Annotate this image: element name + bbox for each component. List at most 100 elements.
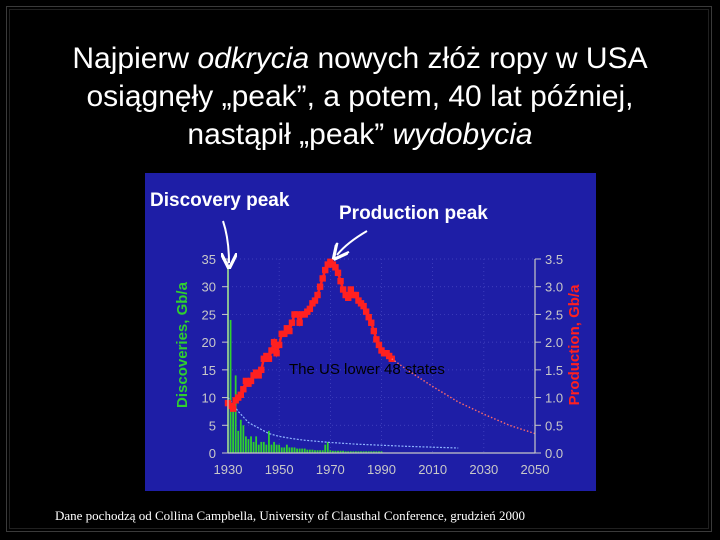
x-tick-label: 2050 bbox=[521, 462, 550, 477]
production-point bbox=[334, 269, 342, 277]
right-tick-label: 0.0 bbox=[545, 446, 563, 461]
left-tick-label: 10 bbox=[202, 391, 216, 406]
production-point bbox=[365, 314, 372, 321]
discovery-bar bbox=[362, 451, 365, 453]
discovery-bar bbox=[232, 408, 235, 453]
production-axis-label: Production, Gb/a bbox=[566, 284, 583, 405]
discoveries-axis-label: Discoveries, Gb/a bbox=[174, 281, 191, 408]
production-point bbox=[314, 291, 321, 299]
discovery-trend-line bbox=[227, 397, 459, 449]
production-point bbox=[332, 264, 339, 271]
right-tick-label: 3.0 bbox=[545, 280, 563, 295]
left-tick-label: 15 bbox=[202, 363, 216, 378]
discovery-bar bbox=[257, 444, 260, 453]
discovery-bar bbox=[314, 450, 316, 453]
production-point bbox=[352, 291, 360, 299]
production-point bbox=[316, 283, 324, 290]
discovery-bar bbox=[324, 444, 327, 453]
peak-oil-chart: 0 5 10 15 20 25 30 35 0.0 0.5 1.0 1.5 2.0 2.5 3.0 3.5 19… bbox=[145, 173, 596, 491]
discovery-bar bbox=[293, 447, 296, 453]
production-point bbox=[229, 405, 237, 412]
left-tick-label: 30 bbox=[202, 280, 216, 295]
production-point bbox=[311, 297, 319, 304]
production-point bbox=[337, 277, 344, 285]
production-point bbox=[270, 338, 278, 346]
title-emphasis-discoveries: odkrycia bbox=[197, 42, 310, 75]
discovery-bar bbox=[245, 436, 247, 453]
discovery-bar bbox=[308, 449, 311, 453]
title-line-1: Najpierw odkrycia nowych złóż ropy w USA bbox=[30, 40, 690, 78]
discovery-peak-arrow bbox=[223, 220, 229, 263]
title-line-1-end: nowych złóż ropy w USA bbox=[309, 42, 648, 75]
discovery-bar bbox=[337, 450, 339, 453]
discovery-bar bbox=[275, 444, 278, 453]
discovery-bar bbox=[265, 444, 268, 453]
production-point bbox=[339, 286, 347, 293]
discovery-bar bbox=[278, 444, 281, 453]
discovery-bar bbox=[255, 436, 258, 453]
right-tick-label: 1.0 bbox=[545, 391, 563, 406]
chart-canvas: 0 5 10 15 20 25 30 35 0.0 0.5 1.0 1.5 2.0 2.5 3.0 3.5 19… bbox=[150, 190, 583, 477]
discovery-bar bbox=[339, 450, 342, 453]
discovery-peak-label: Discovery peak bbox=[150, 190, 290, 211]
discovery-bar bbox=[316, 450, 319, 453]
production-point bbox=[240, 386, 247, 393]
discovery-bar bbox=[380, 451, 383, 453]
production-line bbox=[227, 259, 393, 412]
title-line-1-start: Najpierw bbox=[72, 42, 198, 75]
discovery-bar bbox=[296, 448, 298, 453]
production-point bbox=[370, 327, 378, 335]
production-point bbox=[281, 330, 288, 338]
left-tick-label: 25 bbox=[202, 307, 216, 322]
discovery-bar bbox=[273, 441, 275, 453]
discovery-bar bbox=[365, 451, 368, 453]
discovery-bar bbox=[344, 451, 347, 453]
x-tick-label: 1950 bbox=[265, 462, 294, 477]
discovery-bar bbox=[342, 450, 345, 453]
title-emphasis-production: wydobycia bbox=[392, 118, 533, 151]
left-tick-label: 35 bbox=[202, 252, 216, 267]
discovery-bar bbox=[247, 439, 250, 453]
discovery-bar bbox=[372, 451, 375, 453]
title-line-3-start: nastąpił „peak” bbox=[187, 118, 393, 151]
discovery-bar bbox=[242, 425, 245, 453]
source-note: Dane pochodzą od Collina Campbella, Univ… bbox=[55, 508, 526, 523]
discovery-bar bbox=[306, 449, 309, 453]
discovery-bar bbox=[303, 448, 306, 453]
discovery-bar bbox=[285, 444, 288, 453]
production-point bbox=[373, 336, 380, 343]
discovery-bar bbox=[319, 450, 321, 453]
discovery-bar bbox=[270, 444, 273, 453]
discovery-bar bbox=[268, 430, 270, 453]
x-tick-label: 1990 bbox=[367, 462, 396, 477]
production-forecast-line bbox=[391, 358, 536, 435]
production-point bbox=[286, 327, 293, 335]
slide-frame bbox=[6, 6, 712, 532]
discovery-bar bbox=[347, 451, 350, 453]
production-point bbox=[306, 305, 314, 313]
right-tick-label: 1.5 bbox=[545, 363, 563, 378]
discovery-bar bbox=[298, 448, 301, 453]
region-annotation: The US lower 48 states bbox=[289, 361, 445, 378]
discovery-bar bbox=[349, 451, 352, 453]
discovery-bar bbox=[280, 447, 283, 453]
slide-title: Najpierw odkrycia nowych złóż ropy w USA… bbox=[30, 40, 690, 154]
production-point bbox=[288, 319, 296, 326]
right-tick-label: 2.5 bbox=[545, 307, 563, 322]
discovery-bar bbox=[262, 441, 265, 453]
production-point bbox=[247, 377, 255, 385]
production-peak-label: Production peak bbox=[339, 203, 488, 224]
x-tick-label: 2030 bbox=[469, 462, 498, 477]
title-line-3: nastąpił „peak” wydobycia bbox=[30, 116, 690, 154]
production-point bbox=[368, 319, 375, 326]
discovery-bar bbox=[375, 451, 378, 453]
production-point bbox=[237, 391, 244, 398]
x-tick-label: 1970 bbox=[316, 462, 345, 477]
discovery-bar bbox=[357, 451, 360, 453]
production-point bbox=[265, 355, 273, 362]
discovery-bar bbox=[321, 450, 324, 453]
production-point bbox=[362, 308, 370, 315]
discovery-bar bbox=[352, 451, 355, 453]
discovery-bar bbox=[252, 441, 255, 453]
left-tick-label: 5 bbox=[209, 418, 216, 433]
